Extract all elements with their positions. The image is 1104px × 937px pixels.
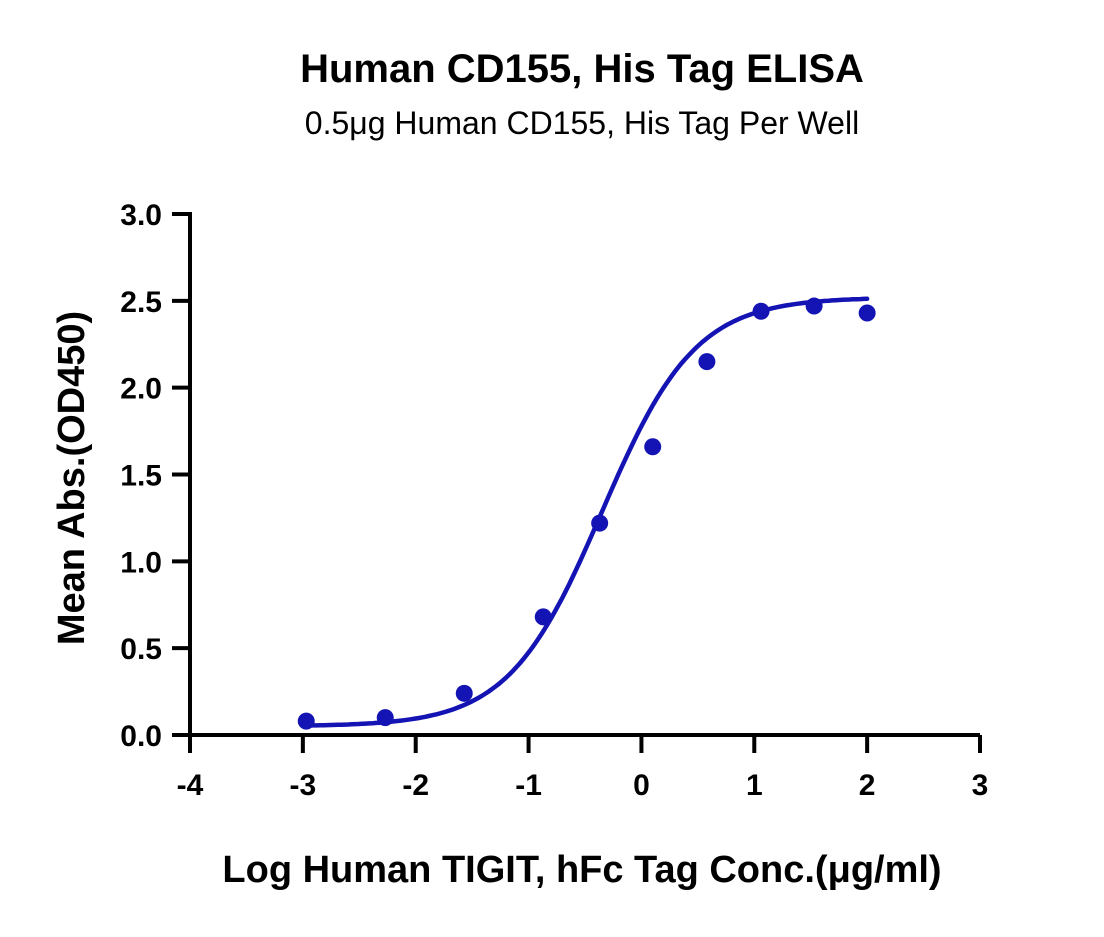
x-tick-label: 0 xyxy=(633,769,650,802)
y-tick-label: 0.0 xyxy=(120,720,162,753)
data-point xyxy=(805,297,823,315)
x-tick-label: 2 xyxy=(859,769,876,802)
data-point xyxy=(644,438,662,456)
data-point xyxy=(591,514,609,532)
chart-subtitle: 0.5μg Human CD155, His Tag Per Well xyxy=(305,105,859,141)
data-point xyxy=(698,353,716,371)
y-ticks: 0.0 0.5 1.0 1.5 2.0 2.5 3.0 xyxy=(120,199,190,753)
x-tick-label: -1 xyxy=(515,769,542,802)
fit-curve xyxy=(303,296,870,728)
x-ticks: -4 -3 -2 -1 0 1 2 3 xyxy=(177,735,989,802)
y-tick-label: 1.0 xyxy=(120,546,162,579)
x-axis-label: Log Human TIGIT, hFc Tag Conc.(μg/ml) xyxy=(222,849,941,891)
chart-title: Human CD155, His Tag ELISA xyxy=(300,47,864,91)
data-point xyxy=(752,302,770,320)
y-tick-label: 3.0 xyxy=(120,199,162,232)
data-point xyxy=(376,709,394,727)
x-tick-label: 3 xyxy=(972,769,989,802)
data-point xyxy=(455,684,473,702)
y-tick-label: 2.5 xyxy=(120,286,162,319)
y-tick-label: 2.0 xyxy=(120,373,162,406)
y-axis-label: Mean Abs.(OD450) xyxy=(51,311,93,645)
x-tick-label: -4 xyxy=(177,769,204,802)
x-tick-label: -3 xyxy=(290,769,317,802)
axes xyxy=(188,212,980,737)
y-tick-label: 0.5 xyxy=(120,633,162,666)
data-point xyxy=(534,608,552,626)
x-tick-label: -2 xyxy=(402,769,429,802)
x-tick-label: 1 xyxy=(746,769,763,802)
data-points xyxy=(297,297,876,730)
y-tick-label: 1.5 xyxy=(120,460,162,493)
data-point xyxy=(297,712,315,730)
data-point xyxy=(858,304,876,322)
